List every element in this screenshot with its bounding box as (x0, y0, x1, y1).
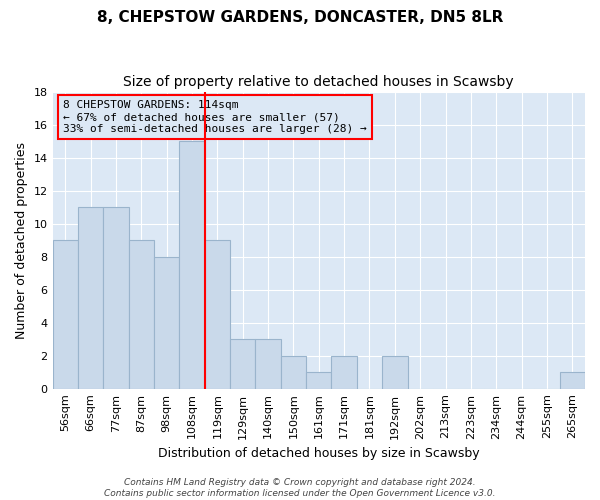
Bar (382, 356, 407, 388)
Bar (256, 339, 281, 388)
X-axis label: Distribution of detached houses by size in Scawsby: Distribution of detached houses by size … (158, 447, 479, 460)
Title: Size of property relative to detached houses in Scawsby: Size of property relative to detached ho… (124, 75, 514, 89)
Bar (560, 372, 585, 388)
Bar (331, 356, 357, 388)
Bar (281, 356, 306, 388)
Bar (179, 141, 205, 388)
Bar (306, 372, 331, 388)
Bar (78, 207, 103, 388)
Bar (230, 339, 256, 388)
Bar (128, 240, 154, 388)
Text: 8, CHEPSTOW GARDENS, DONCASTER, DN5 8LR: 8, CHEPSTOW GARDENS, DONCASTER, DN5 8LR (97, 10, 503, 25)
Text: 8 CHEPSTOW GARDENS: 114sqm
← 67% of detached houses are smaller (57)
33% of semi: 8 CHEPSTOW GARDENS: 114sqm ← 67% of deta… (63, 100, 367, 134)
Bar (154, 256, 179, 388)
Text: Contains HM Land Registry data © Crown copyright and database right 2024.
Contai: Contains HM Land Registry data © Crown c… (104, 478, 496, 498)
Bar (205, 240, 230, 388)
Y-axis label: Number of detached properties: Number of detached properties (15, 142, 28, 338)
Bar (53, 240, 78, 388)
Bar (103, 207, 128, 388)
